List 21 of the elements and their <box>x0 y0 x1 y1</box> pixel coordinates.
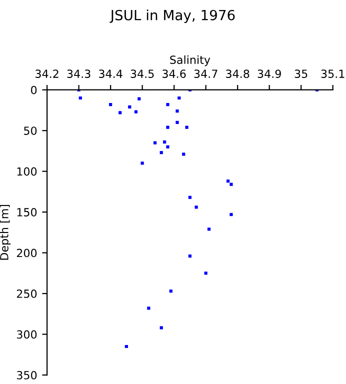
x-tick-label: 34.4 <box>99 70 122 78</box>
x-tick-label: 35.1 <box>321 70 344 78</box>
y-tick-label: 0 <box>30 86 37 94</box>
x-axis-title: Salinity <box>170 55 210 66</box>
chart-title: JSUL in May, 1976 <box>110 10 235 24</box>
x-tick-label: 34.9 <box>258 70 281 78</box>
y-axis-title: Depth [m] <box>0 204 11 260</box>
x-tick-label: 34.8 <box>226 70 250 78</box>
y-tick-label: 50 <box>24 126 37 135</box>
y-tick-label: 350 <box>16 370 37 380</box>
x-tick-label: 34.6 <box>162 70 186 78</box>
y-tick-label: 150 <box>17 208 37 216</box>
y-tick-label: 300 <box>16 330 37 339</box>
x-tick-label: 35 <box>294 70 308 78</box>
x-tick-label: 34.3 <box>67 70 90 78</box>
x-tick-label: 34.5 <box>130 70 154 78</box>
y-tick-label: 250 <box>16 290 37 298</box>
y-tick-label: 200 <box>16 248 37 258</box>
y-tick-label: 100 <box>17 167 37 176</box>
x-tick-label: 34.7 <box>194 70 218 78</box>
x-tick-label: 34.2 <box>36 70 58 78</box>
